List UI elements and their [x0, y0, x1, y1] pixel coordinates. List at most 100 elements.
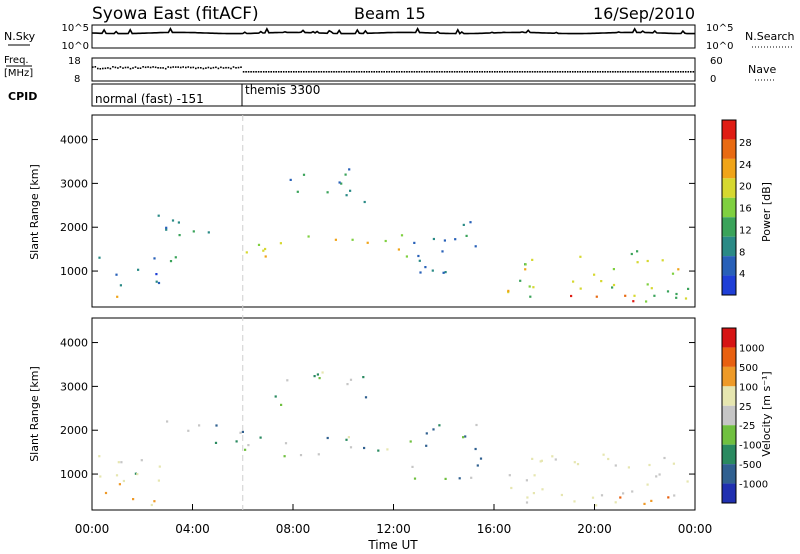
- data-cell: [347, 436, 350, 439]
- nsky-label: N.Sky: [4, 30, 36, 43]
- freq-point: [458, 71, 461, 73]
- data-cell: [432, 237, 435, 241]
- colorbar-swatch: [722, 328, 736, 348]
- freq-point: [684, 71, 687, 73]
- cpid-segment-1: normal (fast) -151: [95, 92, 204, 106]
- data-cell: [636, 250, 639, 253]
- freq-point: [448, 71, 451, 73]
- data-cell: [595, 504, 598, 507]
- freq-label: Freq.: [4, 55, 29, 66]
- data-cell: [474, 245, 477, 248]
- data-cell: [675, 292, 678, 296]
- freq-point: [486, 71, 489, 73]
- freq-point: [499, 71, 501, 73]
- colorbar-swatch: [722, 236, 736, 257]
- freq-point: [353, 71, 355, 73]
- data-cell: [661, 259, 664, 262]
- data-cell: [531, 457, 534, 460]
- freq-point: [315, 71, 318, 73]
- freq-point: [202, 67, 205, 70]
- freq-point: [139, 67, 142, 69]
- data-cell: [454, 238, 457, 241]
- freq-point: [207, 66, 210, 69]
- freq-point: [398, 71, 401, 73]
- data-cell: [687, 287, 690, 290]
- freq-point: [92, 66, 94, 68]
- freq-point: [348, 71, 350, 73]
- freq-point: [169, 66, 172, 69]
- freq-point: [657, 71, 659, 73]
- data-cell: [153, 500, 156, 503]
- freq-point: [282, 71, 285, 73]
- freq-point: [594, 71, 597, 73]
- data-cell: [673, 494, 676, 497]
- freq-tick-top: 18: [68, 56, 81, 67]
- data-cell: [344, 173, 347, 176]
- freq-point: [162, 67, 164, 69]
- nave-tick-bottom: 0: [710, 74, 716, 85]
- velocity-y-axis: 1000 2000 3000 4000: [60, 337, 695, 481]
- data-cell: [417, 254, 420, 258]
- freq-point: [300, 71, 303, 73]
- y-tick-label: 3000: [60, 380, 88, 393]
- data-cell: [364, 396, 368, 399]
- data-cell: [643, 502, 646, 505]
- data-cell: [667, 496, 670, 499]
- data-cell: [658, 473, 661, 476]
- data-cell: [274, 395, 277, 398]
- data-cell: [425, 432, 428, 435]
- freq-point: [373, 71, 375, 73]
- freq-point: [217, 67, 220, 70]
- colorbar-swatch: [722, 347, 736, 367]
- data-cell: [675, 296, 678, 299]
- nsky-trace: [91, 26, 695, 35]
- data-cell: [462, 436, 465, 439]
- data-cell: [157, 479, 160, 482]
- freq-point: [612, 71, 614, 73]
- velocity-panel-frame: [91, 317, 696, 511]
- nsky-panel-frame: [91, 24, 696, 49]
- freq-point: [451, 71, 453, 73]
- freq-point: [649, 71, 652, 73]
- freq-point: [320, 71, 323, 73]
- freq-point: [260, 71, 262, 73]
- colorbar-swatch: [722, 425, 736, 445]
- freq-point: [544, 71, 546, 73]
- freq-point: [587, 71, 589, 73]
- freq-point: [632, 71, 634, 73]
- freq-point: [323, 71, 325, 73]
- freq-point: [187, 66, 190, 68]
- data-cell: [519, 279, 522, 282]
- freq-point: [431, 71, 433, 73]
- freq-point: [277, 71, 280, 73]
- freq-point: [674, 71, 677, 73]
- freq-point: [325, 71, 328, 73]
- y-tick-label: 4000: [60, 134, 88, 147]
- data-cell: [140, 459, 143, 462]
- freq-point: [574, 71, 576, 73]
- colorbar-tick-label: 16: [739, 204, 752, 215]
- freq-point: [481, 71, 483, 73]
- nave-tick-top: 60: [710, 56, 723, 67]
- freq-point: [627, 71, 629, 73]
- freq-point: [669, 71, 672, 73]
- data-cell: [524, 268, 527, 271]
- data-cell: [636, 261, 639, 264]
- freq-point: [195, 67, 197, 70]
- data-cell: [572, 280, 575, 283]
- data-cell: [525, 501, 529, 504]
- data-cell: [579, 287, 582, 290]
- data-cell: [619, 496, 622, 499]
- power-y-axis: 1000 2000 3000 4000: [60, 134, 695, 278]
- data-cell: [648, 463, 651, 467]
- freq-point: [232, 66, 235, 68]
- freq-point: [328, 71, 330, 73]
- data-cell: [397, 248, 400, 251]
- freq-point: [576, 71, 579, 73]
- freq-point: [509, 71, 511, 73]
- freq-point: [436, 71, 438, 73]
- data-cell: [313, 375, 316, 378]
- freq-point: [584, 71, 587, 73]
- freq-point: [335, 71, 338, 73]
